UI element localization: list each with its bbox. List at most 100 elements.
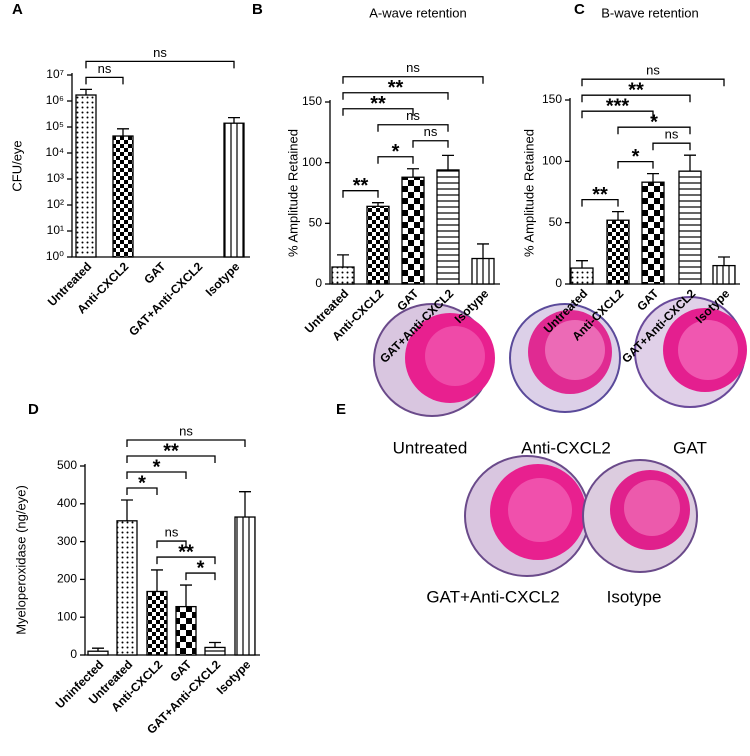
bar xyxy=(223,122,245,258)
bar xyxy=(234,516,256,656)
y-tick-label: 0 xyxy=(555,276,562,290)
y-tick-label: 0 xyxy=(315,276,322,290)
error-bar xyxy=(92,647,104,652)
y-tick-label: 10⁵ xyxy=(46,119,64,133)
significance-label: * xyxy=(138,472,146,494)
bar xyxy=(366,205,390,285)
significance-label: ** xyxy=(592,184,608,206)
y-tick-label: 10² xyxy=(47,197,64,211)
significance-bracket xyxy=(652,142,691,151)
y-tick-label: 400 xyxy=(57,496,77,510)
y-tick-label: 10³ xyxy=(47,171,64,185)
y-tick-label: 150 xyxy=(542,92,562,106)
significance-label: ns xyxy=(153,45,167,60)
eye-image xyxy=(373,303,495,417)
error-bar xyxy=(684,154,696,172)
error-bar xyxy=(239,491,251,518)
significance-label: * xyxy=(650,111,658,133)
significance-bracket xyxy=(126,471,187,480)
y-tick-label: 10⁴ xyxy=(45,145,64,159)
axes xyxy=(84,464,260,656)
significance-bracket xyxy=(126,439,246,448)
bar xyxy=(678,170,702,285)
error-bar xyxy=(718,256,730,266)
y-tick-label: 300 xyxy=(57,534,77,548)
eye-image xyxy=(582,459,698,573)
bar xyxy=(146,590,168,656)
x-tick-label: Isotype xyxy=(214,657,254,697)
bar xyxy=(116,520,138,656)
bar xyxy=(471,257,495,285)
bar xyxy=(712,264,736,285)
significance-bracket xyxy=(185,572,216,581)
y-axis-label: CFU/eye xyxy=(9,140,24,191)
y-tick-label: 150 xyxy=(302,94,322,108)
error-bar xyxy=(372,202,384,207)
y-axis-label: Myeloperoxidase (ng/eye) xyxy=(13,485,28,635)
significance-bracket xyxy=(342,190,379,198)
y-tick-label: 10⁰ xyxy=(46,249,64,263)
significance-bracket xyxy=(412,140,449,148)
error-bar xyxy=(407,168,419,178)
eye-image xyxy=(509,303,621,413)
chart-title: B-wave retention xyxy=(601,5,699,20)
y-tick-label: 10⁶ xyxy=(46,93,64,107)
significance-bracket xyxy=(126,487,158,496)
significance-bracket xyxy=(85,60,235,69)
bar xyxy=(331,266,355,285)
significance-label: ns xyxy=(646,63,660,78)
significance-bracket xyxy=(581,110,654,119)
significance-label: ** xyxy=(388,77,404,99)
y-tick-label: 100 xyxy=(57,609,77,623)
significance-label: ** xyxy=(163,440,179,462)
significance-bracket xyxy=(581,78,725,87)
y-tick-label: 200 xyxy=(57,572,77,586)
y-axis-label: % Amplitude Retained xyxy=(285,129,300,257)
image-label: GAT+Anti-CXCL2 xyxy=(426,587,559,606)
error-bar xyxy=(612,210,624,221)
significance-bracket xyxy=(377,156,414,164)
axes xyxy=(71,73,250,258)
significance-bracket xyxy=(617,126,691,135)
significance-label: * xyxy=(197,557,205,579)
significance-label: ns xyxy=(98,61,112,76)
bar xyxy=(401,176,425,285)
significance-label: *** xyxy=(606,95,630,117)
significance-bracket xyxy=(126,455,216,464)
error-bar xyxy=(477,243,489,259)
error-bar xyxy=(121,499,133,521)
bar xyxy=(175,605,197,656)
y-tick-label: 500 xyxy=(57,458,77,472)
bar xyxy=(87,650,109,656)
bar xyxy=(606,219,630,285)
panel-label: C xyxy=(574,1,585,18)
eye-images xyxy=(373,296,747,577)
significance-label: ns xyxy=(665,127,679,142)
significance-bracket xyxy=(617,160,654,169)
y-tick-label: 50 xyxy=(549,215,563,229)
significance-label: ns xyxy=(406,60,420,75)
error-bar xyxy=(228,116,240,124)
error-bar xyxy=(151,569,163,592)
bar xyxy=(75,94,97,258)
eye-image xyxy=(634,296,747,408)
image-label: Anti-CXCL2 xyxy=(521,438,611,457)
significance-label: ns xyxy=(179,423,193,438)
significance-bracket xyxy=(342,92,449,100)
error-bar xyxy=(337,254,349,268)
y-tick-label: 100 xyxy=(302,155,322,169)
significance-bracket xyxy=(581,94,691,103)
y-tick-label: 10⁷ xyxy=(46,67,64,81)
bar xyxy=(204,646,226,656)
bar xyxy=(112,135,134,258)
significance-bracket xyxy=(342,76,484,84)
significance-label: ns xyxy=(165,525,179,540)
image-label: GAT xyxy=(673,438,707,457)
panel-label: E xyxy=(336,401,346,418)
significance-bracket xyxy=(156,556,216,565)
y-tick-label: 0 xyxy=(70,647,77,661)
chart-title: A-wave retention xyxy=(369,5,467,20)
significance-bracket xyxy=(156,540,187,549)
significance-label: ** xyxy=(353,175,369,197)
